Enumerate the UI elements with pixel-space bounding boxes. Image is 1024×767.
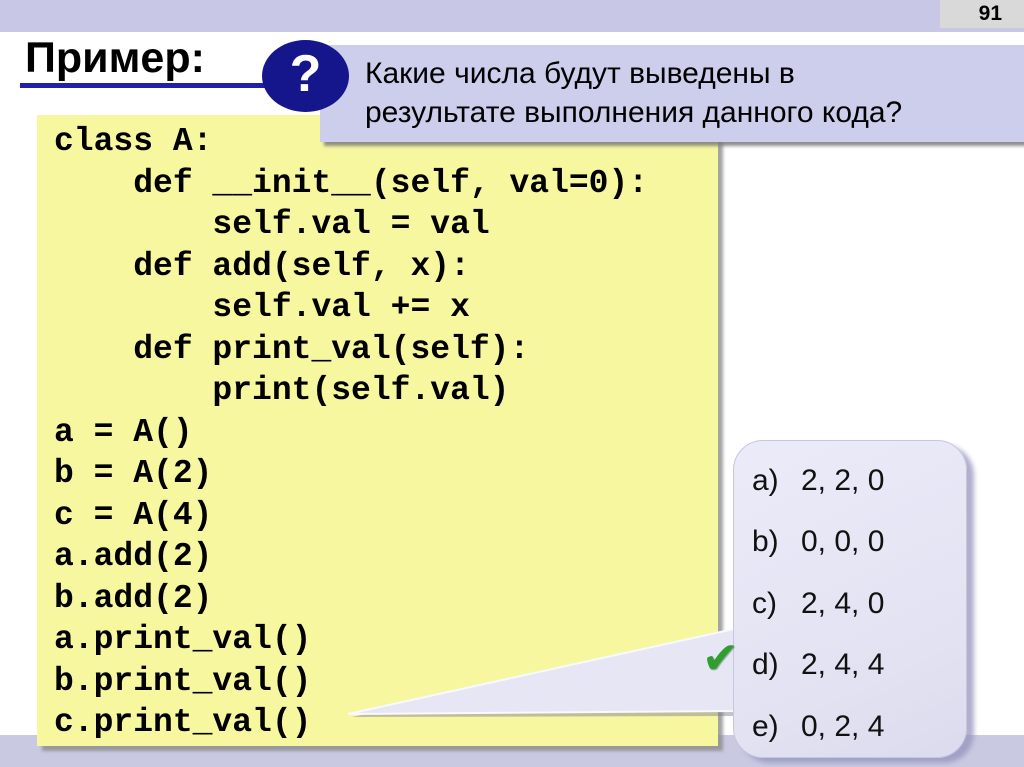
- correct-answer-checkmark-icon: ✔: [702, 633, 739, 684]
- answer-option-c: c) 2, 4, 0: [734, 573, 966, 635]
- answers-bubble: a) 2, 2, 0 b) 0, 0, 0 c) 2, 4, 0 d) 2, 4…: [733, 440, 967, 758]
- question-box: Какие числа будут выведены в результате …: [320, 45, 1024, 142]
- answer-value: 2, 4, 0: [801, 586, 885, 620]
- question-mark-glyph: ?: [289, 45, 322, 103]
- code-line: a = A(): [54, 413, 193, 451]
- answer-option-b: b) 0, 0, 0: [734, 512, 966, 574]
- answer-value: 2, 4, 4: [801, 648, 885, 682]
- page-number: 91: [940, 0, 1024, 28]
- code-line: b.add(2): [54, 579, 213, 617]
- code-line: b = A(2): [54, 455, 213, 492]
- answer-label: b): [752, 525, 779, 559]
- page-title: Пример:: [25, 34, 205, 82]
- code-line: class A:: [54, 123, 213, 160]
- code-line: self.val = val: [54, 206, 490, 243]
- code-line: print(self.val): [54, 372, 510, 409]
- code-line: def __init__(self, val=0):: [54, 164, 649, 202]
- answer-option-a: a) 2, 2, 0: [734, 450, 966, 512]
- code-block: class A: def __init__(self, val=0): self…: [37, 115, 718, 746]
- question-mark-icon: ?: [262, 40, 349, 112]
- code-line: a.add(2): [54, 538, 213, 575]
- answer-label: a): [752, 463, 779, 497]
- answer-value: 0, 0, 0: [801, 525, 885, 559]
- code-line: c = A(4): [54, 496, 213, 534]
- answer-label: d): [752, 648, 779, 682]
- answer-label: e): [752, 709, 779, 743]
- question-text-line1: Какие числа будут выведены в: [365, 57, 795, 90]
- code-line: b.print_val(): [54, 662, 312, 700]
- top-bar: [0, 0, 1024, 32]
- code-line: c.print_val(): [54, 704, 312, 741]
- answer-value: 0, 2, 4: [801, 709, 885, 743]
- answer-option-e: e) 0, 2, 4: [734, 696, 966, 758]
- code-line: self.val += x: [54, 289, 470, 326]
- answer-label: c): [752, 586, 777, 620]
- question-text-line2: результате выполнения данного кода?: [365, 96, 903, 129]
- answer-option-d: d) 2, 4, 4: [734, 635, 966, 697]
- code-line: a.print_val(): [54, 621, 312, 658]
- code-line: def add(self, x):: [54, 247, 470, 285]
- title-underline: [20, 83, 302, 88]
- code-line: def print_val(self):: [54, 330, 530, 368]
- answer-value: 2, 2, 0: [801, 463, 885, 497]
- speech-bubble-tail: [347, 627, 737, 717]
